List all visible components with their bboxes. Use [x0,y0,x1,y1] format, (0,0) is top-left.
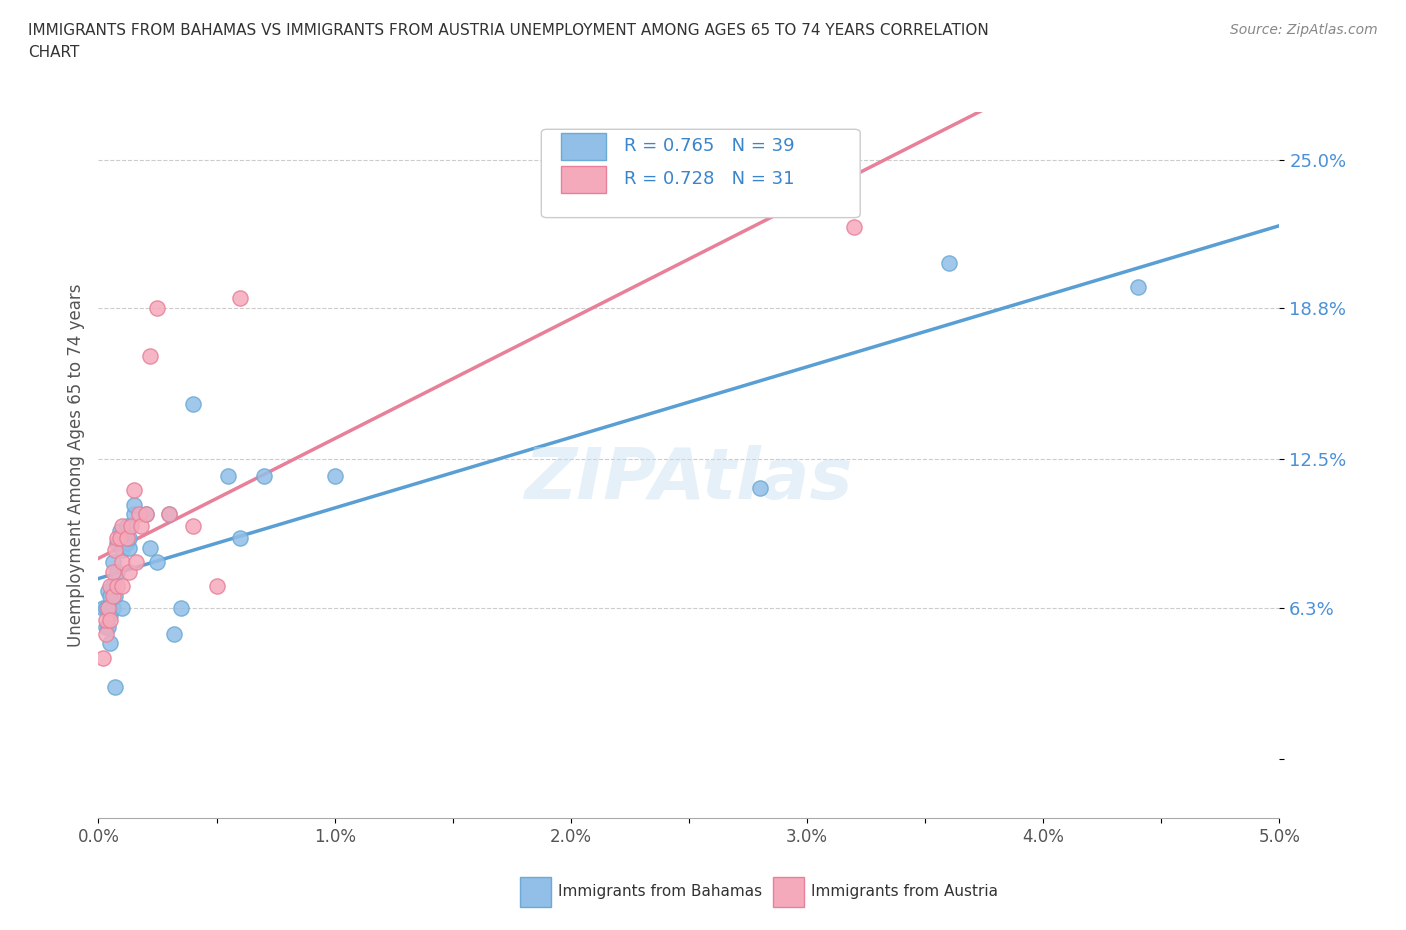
Point [97,600,120,615]
Point [170,600,193,615]
Point [101,600,124,615]
Point [122,498,145,512]
Point [1126,279,1149,294]
Point [115,536,138,551]
Point [139,349,162,364]
Y-axis label: Unemployment Among Ages 65 to 74 years: Unemployment Among Ages 65 to 74 years [66,284,84,646]
Point [748,480,770,495]
Point [101,588,124,603]
Point [122,507,145,522]
Point [253,469,276,484]
Point [104,542,127,557]
Point [181,396,204,411]
Point [97,583,120,598]
Text: Immigrants from Austria: Immigrants from Austria [811,884,998,899]
Point [111,554,134,569]
Point [128,507,150,522]
Point [98,578,121,593]
Point [135,507,157,522]
Point [101,554,124,569]
Point [118,540,141,555]
Point [938,255,960,270]
Point [94,600,117,615]
Point [217,469,239,484]
FancyBboxPatch shape [561,166,606,193]
Point [181,519,204,534]
Point [101,578,124,593]
Point [111,600,134,615]
Point [94,619,117,634]
Text: ZIPAtlas: ZIPAtlas [524,445,853,513]
Point [844,219,866,234]
Point [98,607,121,622]
Point [115,531,138,546]
Point [97,619,120,634]
Text: R = 0.765   N = 39: R = 0.765 N = 39 [624,138,794,155]
Text: R = 0.728   N = 31: R = 0.728 N = 31 [624,170,794,189]
Point [108,524,131,538]
Text: Immigrants from Bahamas: Immigrants from Bahamas [558,884,762,899]
Point [146,300,169,315]
Point [163,627,186,642]
Point [205,578,228,593]
Point [91,650,114,665]
Point [157,507,180,522]
Point [229,291,252,306]
Point [98,636,121,651]
FancyBboxPatch shape [541,129,860,218]
Point [94,627,117,642]
Point [111,519,134,534]
Point [118,565,141,579]
Point [129,519,152,534]
Text: Source: ZipAtlas.com: Source: ZipAtlas.com [1230,23,1378,37]
Point [105,578,128,593]
Point [139,540,162,555]
Text: IMMIGRANTS FROM BAHAMAS VS IMMIGRANTS FROM AUSTRIA UNEMPLOYMENT AMONG AGES 65 TO: IMMIGRANTS FROM BAHAMAS VS IMMIGRANTS FR… [28,23,988,60]
Point [984,92,1007,107]
Point [135,507,157,522]
Point [101,565,124,579]
Point [94,612,117,627]
Point [121,519,143,534]
Point [104,679,127,694]
Point [108,531,131,546]
Point [323,469,346,484]
Point [111,578,134,593]
Point [91,600,114,615]
Point [105,565,128,579]
Point [104,588,127,603]
Point [146,554,169,569]
Point [97,600,120,615]
Point [98,588,121,603]
Point [157,507,180,522]
Point [105,536,128,551]
Point [111,542,134,557]
Point [98,612,121,627]
Point [229,531,252,546]
Point [122,483,145,498]
Point [105,531,128,546]
Point [125,554,148,569]
Point [118,531,141,546]
Point [115,519,138,534]
FancyBboxPatch shape [561,133,606,160]
